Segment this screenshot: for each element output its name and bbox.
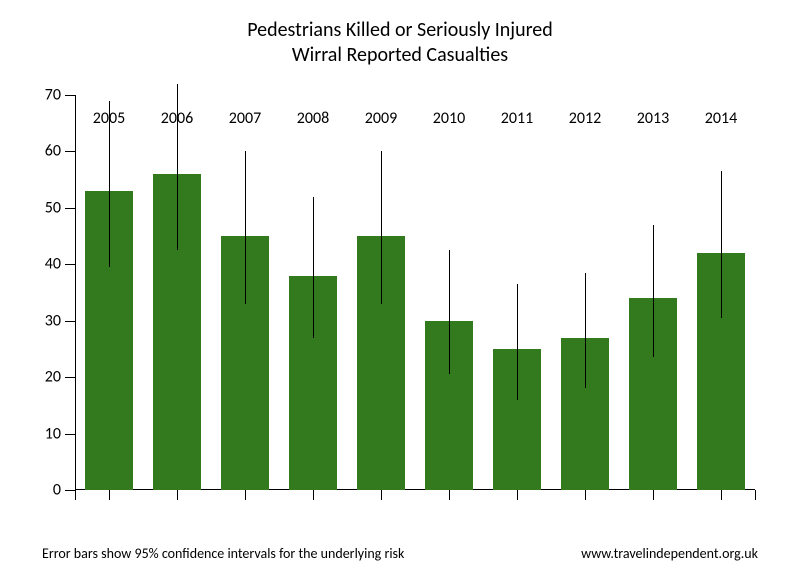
y-tick-label: 40	[25, 255, 61, 274]
chart-title: Pedestrians Killed or Seriously Injured …	[0, 18, 800, 68]
plot-area: 0102030405060702005200620072008200920102…	[75, 95, 755, 490]
error-bar	[313, 197, 314, 338]
error-bar	[585, 273, 586, 389]
error-bar	[177, 84, 178, 250]
y-tick	[65, 490, 75, 491]
error-bar	[381, 151, 382, 303]
y-axis-line	[75, 95, 76, 490]
y-tick-label: 60	[25, 142, 61, 161]
x-tick	[75, 490, 76, 500]
y-tick	[65, 95, 75, 96]
error-bar	[245, 151, 246, 303]
title-line-2: Wirral Reported Casualties	[0, 43, 800, 68]
y-tick-label: 10	[25, 424, 61, 443]
error-bar	[721, 171, 722, 318]
y-tick	[65, 208, 75, 209]
y-tick-label: 20	[25, 368, 61, 387]
y-tick	[65, 377, 75, 378]
y-tick	[65, 321, 75, 322]
y-tick-label: 70	[25, 86, 61, 105]
title-line-1: Pedestrians Killed or Seriously Injured	[0, 18, 800, 43]
x-tick	[755, 490, 756, 500]
y-tick	[65, 151, 75, 152]
y-tick-label: 30	[25, 311, 61, 330]
footer-note: Error bars show 95% confidence intervals…	[42, 545, 404, 562]
chart-footer: Error bars show 95% confidence intervals…	[42, 545, 758, 562]
y-tick-label: 0	[25, 481, 61, 500]
error-bar	[517, 284, 518, 400]
y-tick-label: 50	[25, 198, 61, 217]
y-tick	[65, 434, 75, 435]
y-tick	[65, 264, 75, 265]
footer-source: www.travelindependent.org.uk	[581, 545, 758, 562]
error-bar	[109, 101, 110, 267]
error-bar	[449, 250, 450, 374]
error-bar	[653, 225, 654, 358]
chart-container: Pedestrians Killed or Seriously Injured …	[0, 0, 800, 580]
